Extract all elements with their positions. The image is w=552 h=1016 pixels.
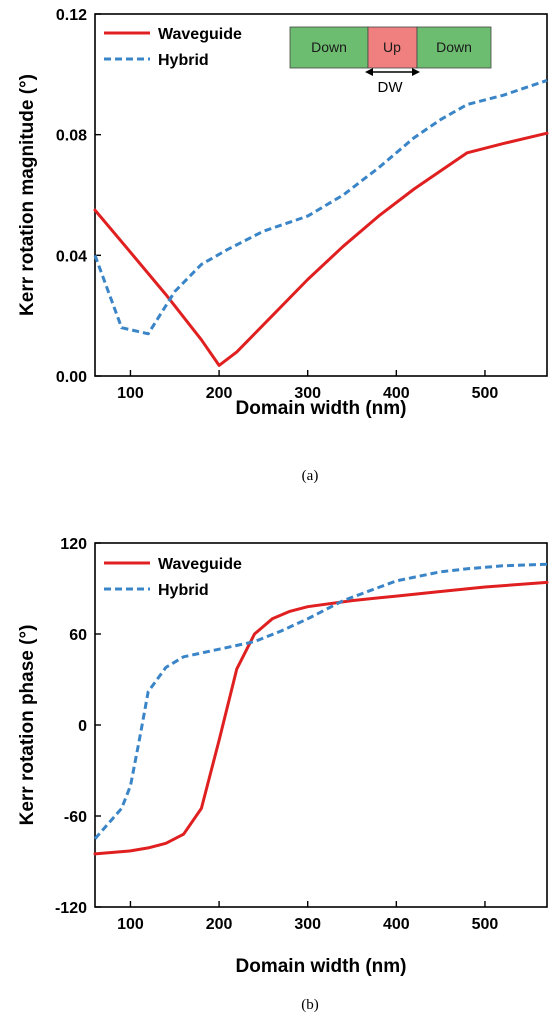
panel-b-phase-chart: 100 200 300 400 500 -120 -60 0 60 120 Domain widt…: [17, 536, 549, 1013]
inset-dw-label: DW: [378, 79, 404, 96]
inset-label-down-right: Down: [436, 39, 472, 55]
axis-ticks-a: 100 200 300 400 500 0.00 0.04 0.08 0.12: [56, 7, 499, 402]
x-tick-label-b: 500: [472, 916, 499, 933]
y-tick-label-b: -120: [55, 900, 87, 917]
legend-b: Waveguide Hybrid: [104, 556, 242, 599]
legend-label-waveguide-b: Waveguide: [158, 556, 242, 573]
y-tick-label-b: 0: [78, 718, 87, 735]
y-tick-label-a: 0.04: [56, 248, 87, 265]
legend-label-hybrid-a: Hybrid: [158, 52, 209, 69]
x-tick-label-b: 300: [294, 916, 321, 933]
y-tick-label-b: 60: [69, 627, 87, 644]
domain-wall-inset: Down Up Down DW: [289, 26, 492, 96]
series-line-waveguide-a: [93, 131, 549, 367]
arrow-head-left: [365, 68, 373, 76]
legend-a: Waveguide Hybrid: [104, 26, 242, 69]
x-tick-label-b: 100: [117, 916, 144, 933]
series-line-hybrid-a: [93, 78, 548, 336]
inset-label-down-left: Down: [311, 39, 347, 55]
caption-a: (a): [302, 468, 319, 484]
panel-a-magnitude-chart: 100 200 300 400 500 0.00 0.04 0.08 0.12 Domain w…: [17, 7, 549, 484]
plot-frame-a: [94, 13, 548, 377]
x-tick-label-a: 100: [117, 385, 144, 402]
y-axis-title-a: Kerr rotation magnitude (°): [17, 74, 38, 316]
x-axis-title-a: Domain width (nm): [236, 398, 407, 419]
series-group-a: [93, 78, 549, 367]
y-tick-label-b: -60: [64, 809, 87, 826]
arrow-head-right: [412, 68, 420, 76]
x-tick-label-b: 200: [206, 916, 233, 933]
inset-segment-down-right: [416, 26, 492, 69]
y-tick-label-b: 120: [60, 536, 87, 553]
y-tick-label-a: 0.08: [56, 128, 87, 145]
y-tick-label-a: 0.00: [56, 369, 87, 386]
legend-label-hybrid-b: Hybrid: [158, 582, 209, 599]
caption-b: (b): [301, 997, 319, 1013]
x-tick-label-a: 300: [294, 385, 321, 402]
series-line-waveguide-b: [93, 580, 549, 856]
x-tick-label-b: 400: [383, 916, 410, 933]
x-tick-label-a: 400: [383, 385, 410, 402]
y-axis-title-b: Kerr rotation phase (°): [17, 625, 38, 826]
legend-label-waveguide-a: Waveguide: [158, 26, 242, 43]
x-axis-title-b: Domain width (nm): [236, 956, 407, 977]
y-tick-label-a: 0.12: [56, 7, 87, 24]
x-tick-label-a: 200: [206, 385, 233, 402]
axis-ticks-b: 100 200 300 400 500 -120 -60 0 60 120: [55, 536, 498, 933]
series-group-b: [93, 562, 549, 856]
inset-label-up: Up: [383, 39, 401, 55]
x-tick-label-a: 500: [472, 385, 499, 402]
